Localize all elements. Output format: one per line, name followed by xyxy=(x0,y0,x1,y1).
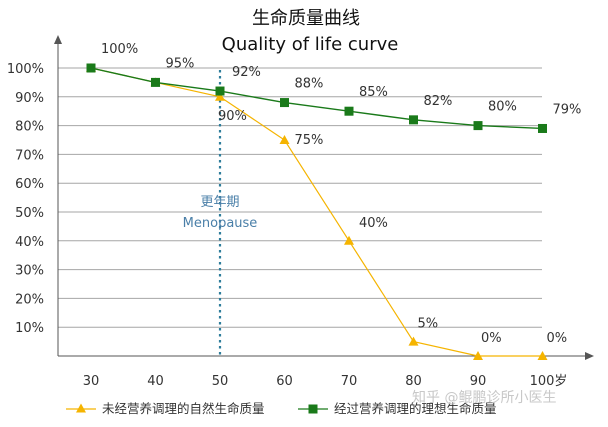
data-point-natural xyxy=(344,235,354,245)
data-point-ideal xyxy=(409,115,418,125)
data-label-natural: 5% xyxy=(418,317,439,332)
x-tick-label: 70 xyxy=(341,374,358,389)
y-tick-label: 40% xyxy=(15,235,44,250)
data-label-ideal: 88% xyxy=(295,77,324,92)
data-label-ideal: 100% xyxy=(101,42,138,57)
data-label-ideal: 95% xyxy=(166,56,195,71)
legend-triangle-icon xyxy=(76,403,86,413)
data-labels: 90% 75% 40% 5% 0% 0% 100% 95% 92% 88% 85% 82% 80% 79% xyxy=(101,42,581,346)
legend-label-natural: 未经营养调理的自然生命质量 xyxy=(102,401,265,416)
data-label-ideal: 82% xyxy=(424,94,453,109)
data-point-natural xyxy=(473,351,483,360)
data-label-natural: 90% xyxy=(218,109,247,124)
data-point-ideal xyxy=(86,63,96,73)
data-point-ideal xyxy=(151,77,160,87)
series-line-ideal xyxy=(90,67,543,130)
data-label-ideal: 92% xyxy=(232,65,261,80)
series-layer xyxy=(86,63,548,360)
data-label-natural: 40% xyxy=(359,216,388,231)
data-label-ideal: 79% xyxy=(553,102,582,117)
y-tick-label: 20% xyxy=(15,292,44,307)
menopause-annotation: 更年期 Menopause xyxy=(183,70,258,356)
y-tick-labels: 10% 20% 30% 40% 50% 60% 70% 80% 90% 100% xyxy=(7,62,44,336)
y-tick-label: 90% xyxy=(15,91,44,106)
chart-subtitle: Quality of life curve xyxy=(222,34,399,55)
y-tick-label: 100% xyxy=(7,62,44,77)
y-tick-label: 70% xyxy=(15,148,44,163)
x-tick-label: 50 xyxy=(212,374,229,389)
data-point-natural xyxy=(279,135,290,144)
y-tick-label: 60% xyxy=(15,177,44,192)
legend-square-icon xyxy=(308,404,318,414)
data-label-natural: 75% xyxy=(295,133,324,148)
x-axis-arrow-icon xyxy=(585,352,594,360)
axes xyxy=(54,35,594,360)
data-point-ideal xyxy=(538,123,547,133)
data-point-ideal xyxy=(344,106,354,116)
data-label-natural: 0% xyxy=(481,331,502,346)
data-label-ideal: 80% xyxy=(488,100,517,115)
y-tick-label: 30% xyxy=(15,264,44,279)
y-tick-label: 80% xyxy=(15,120,44,135)
data-point-natural xyxy=(537,351,548,360)
chart-title: 生命质量曲线 xyxy=(252,8,360,29)
data-point-ideal xyxy=(473,121,483,131)
y-axis-arrow-icon xyxy=(54,35,62,44)
x-tick-label: 100岁 xyxy=(530,374,568,389)
x-tick-label: 30 xyxy=(83,374,100,389)
legend-label-ideal: 经过营养调理的理想生命质量 xyxy=(334,401,497,416)
y-tick-label: 50% xyxy=(15,206,44,221)
data-point-ideal xyxy=(215,86,225,96)
legend-item-natural: 未经营养调理的自然生命质量 xyxy=(66,401,265,416)
x-tick-labels: 30 40 50 60 70 80 90 100岁 xyxy=(83,374,568,389)
menopause-label-cn: 更年期 xyxy=(200,195,239,210)
legend: 未经营养调理的自然生命质量 经过营养调理的理想生命质量 xyxy=(66,401,497,416)
series-line-natural xyxy=(90,67,543,357)
x-tick-label: 90 xyxy=(470,374,487,389)
watermark: 知乎 @鲲鹏诊所小医生 xyxy=(412,389,556,406)
data-point-ideal xyxy=(280,98,289,108)
data-point-natural xyxy=(215,91,225,101)
data-label-natural: 0% xyxy=(547,331,568,346)
legend-item-ideal: 经过营养调理的理想生命质量 xyxy=(298,401,497,416)
y-tick-label: 10% xyxy=(15,321,44,336)
gridlines xyxy=(58,67,542,328)
data-point-natural xyxy=(408,336,419,346)
x-tick-label: 60 xyxy=(276,374,293,389)
data-label-ideal: 85% xyxy=(359,85,388,100)
menopause-label-en: Menopause xyxy=(183,216,258,231)
x-tick-label: 40 xyxy=(147,374,164,389)
x-tick-label: 80 xyxy=(405,374,422,389)
